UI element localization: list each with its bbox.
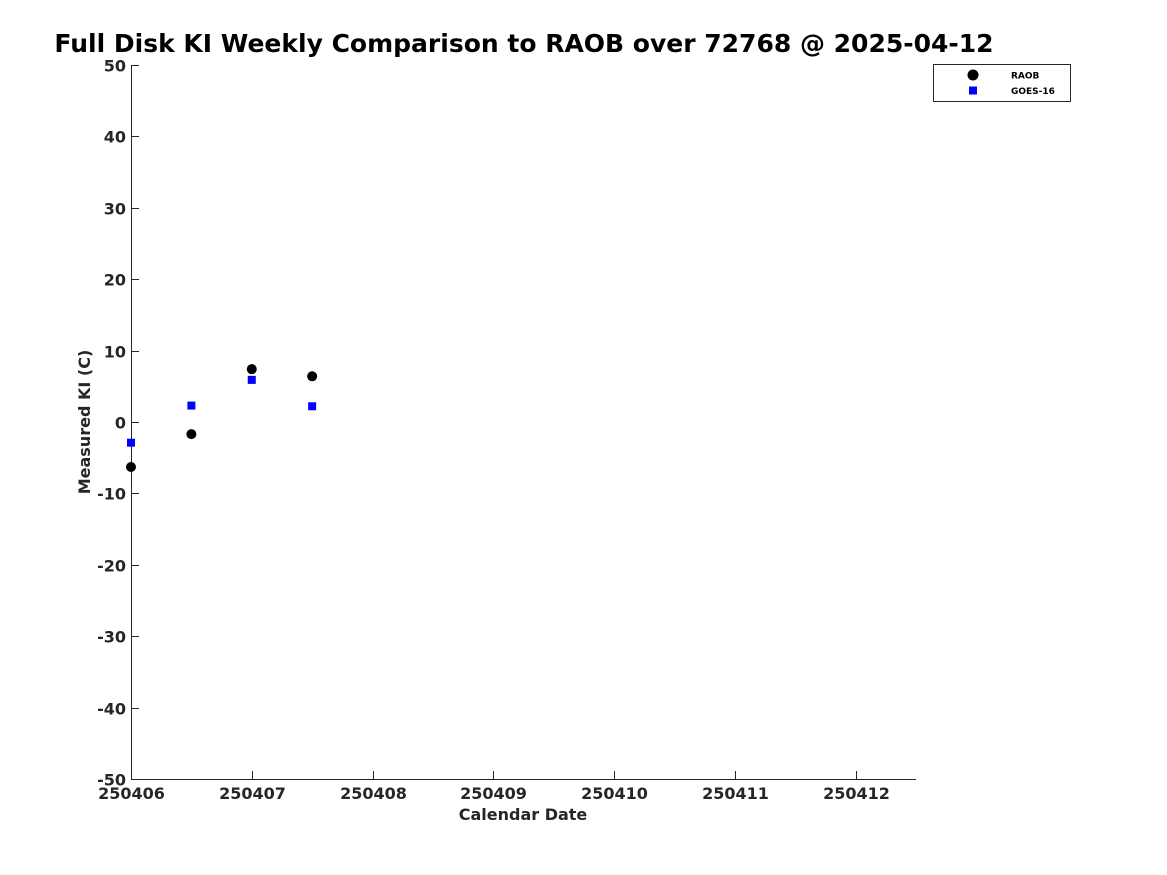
x-axis-ticks: 250406 250407 250408 250409 250410 250411 2504…	[98, 771, 890, 803]
goes-16-point	[127, 438, 135, 447]
goes-16-point	[308, 402, 317, 411]
x-tick-label: 250406	[98, 784, 165, 803]
x-axis-label: Calendar Date	[459, 805, 588, 824]
raob-point	[246, 364, 257, 375]
y-tick-label: -20	[97, 557, 126, 576]
legend-goes-marker	[969, 86, 977, 95]
y-axis-label: Measured KI (C)	[75, 350, 94, 495]
legend-raob-label: RAOB	[1011, 72, 1040, 82]
y-axis-ticks: 50 40 30 20 10 0 -10 -20 -30 -40 -50	[97, 57, 139, 790]
y-tick-label: 50	[104, 57, 126, 76]
y-tick-label: -40	[97, 700, 126, 719]
data-markers	[126, 364, 318, 472]
chart-title: Full Disk KI Weekly Comparison to RAOB o…	[54, 29, 993, 58]
raob-point	[126, 461, 136, 472]
x-tick-label: 250412	[823, 784, 890, 803]
x-tick-label: 250407	[219, 784, 286, 803]
y-tick-label: 20	[104, 271, 126, 290]
x-tick-label: 250410	[581, 784, 648, 803]
goes-16-point	[187, 401, 196, 410]
y-tick-label: 40	[104, 128, 126, 147]
x-tick-label: 250409	[460, 784, 527, 803]
plot-area	[131, 65, 916, 780]
legend-raob-marker	[967, 69, 979, 81]
y-tick-label: -30	[97, 628, 126, 647]
y-tick-label: 30	[104, 200, 126, 219]
y-tick-label: -50	[97, 771, 126, 790]
x-tick-label: 250408	[340, 784, 407, 803]
y-tick-label: -10	[97, 485, 126, 504]
legend-goes-label: GOES-16	[1011, 87, 1055, 97]
goes-16-point	[247, 375, 256, 384]
y-tick-label: 0	[115, 414, 126, 433]
raob-point	[307, 371, 318, 382]
x-tick-label: 250411	[702, 784, 769, 803]
legend-box	[933, 64, 1071, 102]
y-tick-label: 10	[104, 343, 126, 362]
raob-point	[186, 429, 197, 440]
legend: RAOB GOES-16	[933, 64, 1071, 102]
